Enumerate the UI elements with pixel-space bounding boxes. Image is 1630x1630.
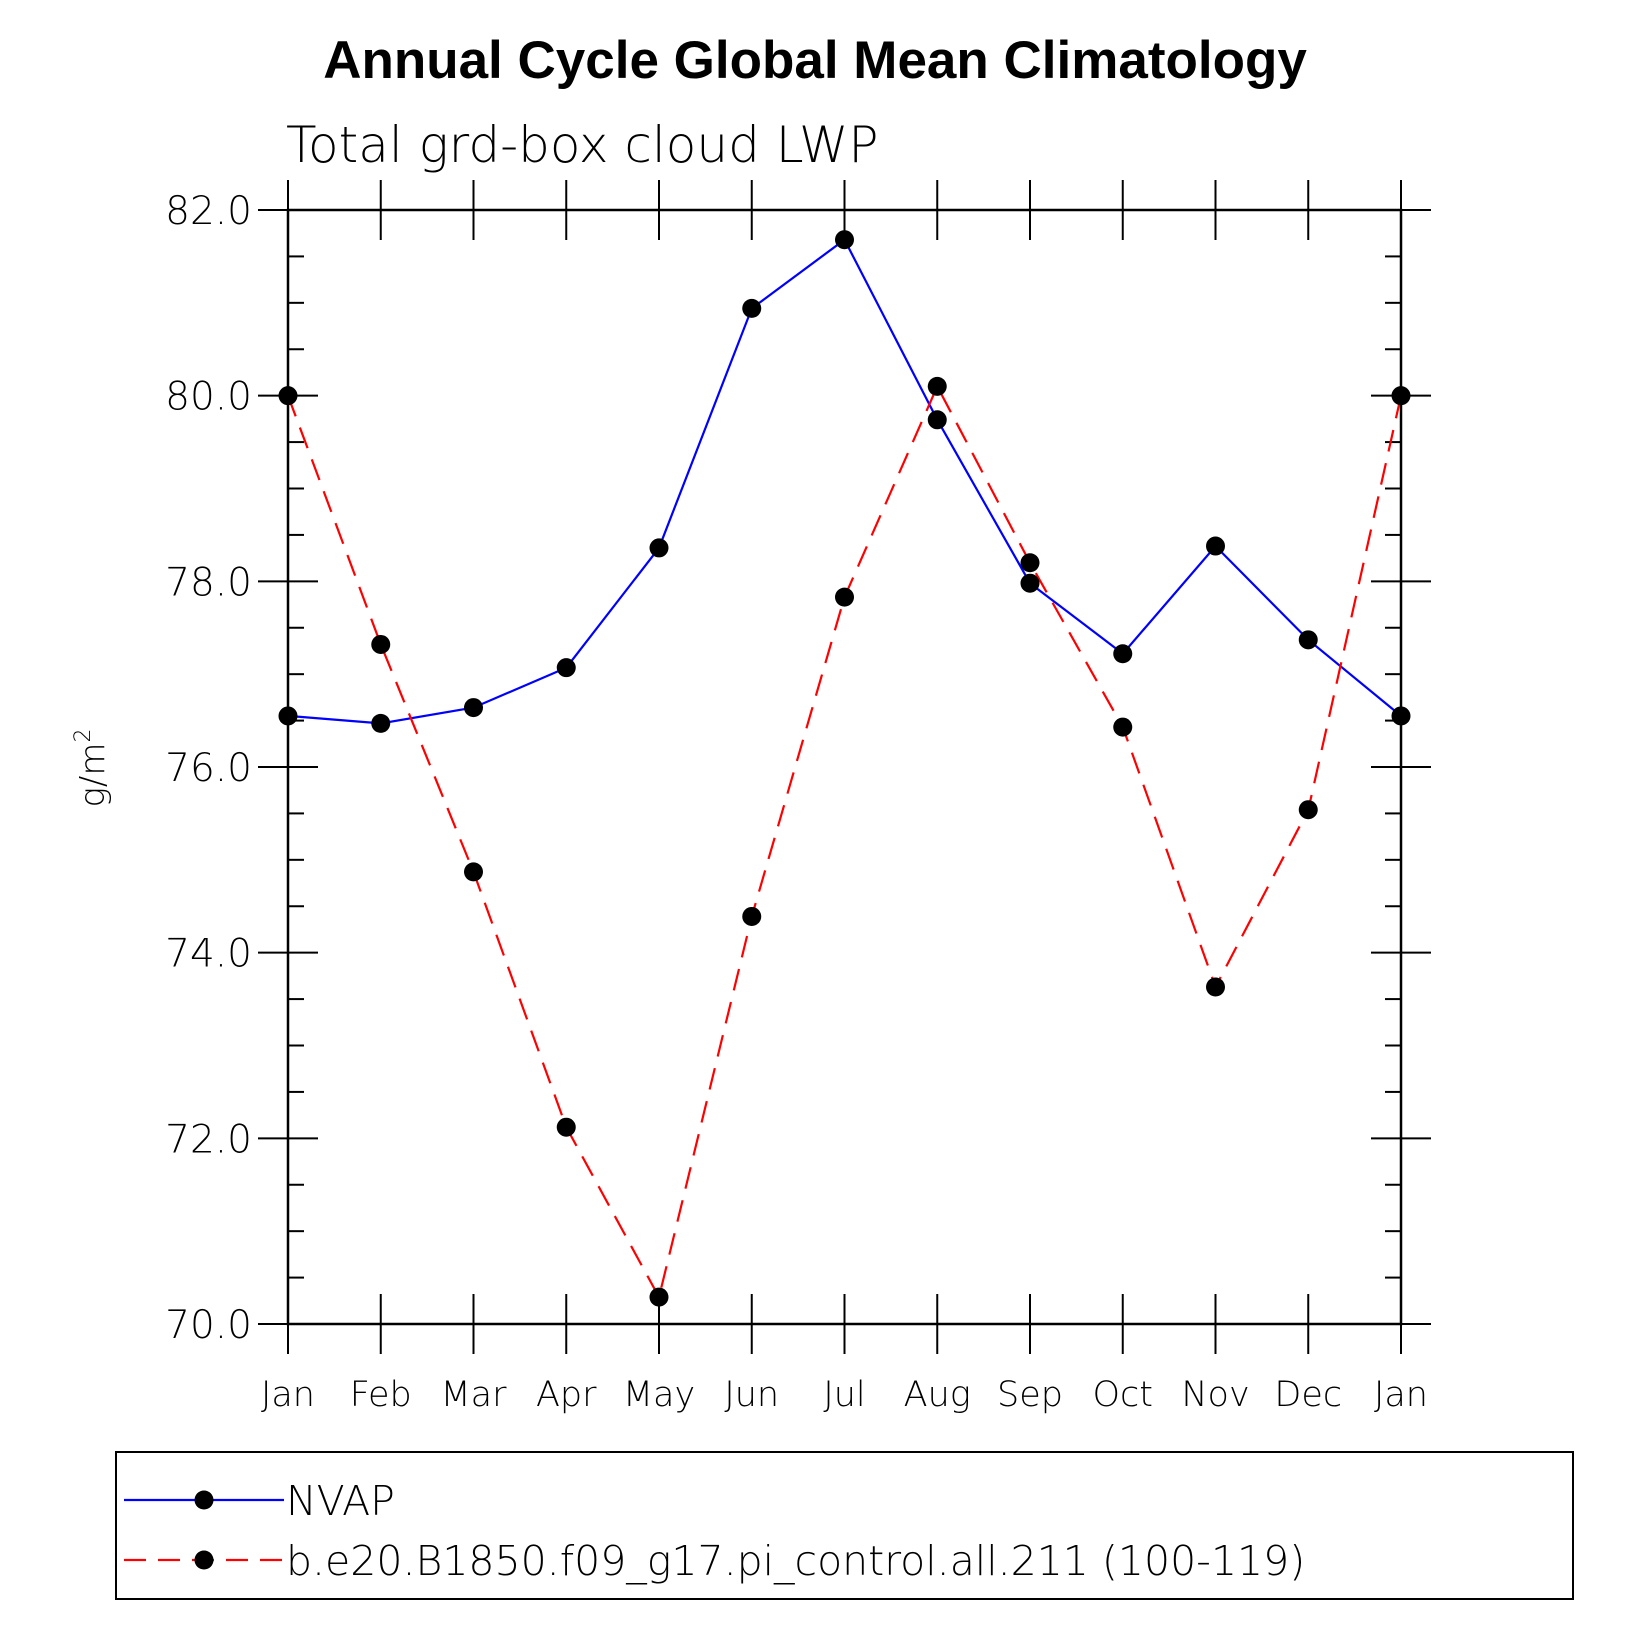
x-tick-label: May [623, 1375, 695, 1415]
series-line-2 [286, 383, 1403, 1301]
series-2-point [742, 906, 762, 926]
y-tick-labels: 70.0 72.0 74.0 76.0 78.0 80.0 82.0 [165, 189, 252, 1348]
legend-label-1: NVAP [286, 1477, 395, 1525]
x-tick-label: Oct [1092, 1375, 1153, 1415]
series-1-point [1206, 536, 1225, 556]
series-2-point [1020, 553, 1040, 573]
series-2-point [371, 634, 391, 654]
y-tick-label: 78.0 [165, 560, 252, 605]
series-2-point [464, 862, 483, 882]
series-1-point [927, 410, 947, 430]
x-tick-label: Jun [724, 1375, 779, 1415]
x-tick-labels: Jan Feb Mar Apr May Jun Jul Aug Sep Oct Nov Dec Jan [261, 1375, 1428, 1415]
y-tick-label: 82.0 [165, 189, 252, 234]
x-tick-label: Jul [823, 1375, 865, 1415]
series-2-point [649, 1287, 669, 1307]
y-tick-label: 72.0 [165, 1117, 252, 1162]
series-1-point [556, 658, 576, 678]
series-layer [278, 230, 1411, 1307]
y-tick-label: 76.0 [165, 746, 252, 791]
series-1-point [1113, 644, 1133, 664]
legend-box [115, 1451, 1574, 1600]
series-1-point [1298, 630, 1318, 650]
y-axis-label: g/m2 [71, 729, 113, 808]
y-tick-label: 70.0 [165, 1303, 252, 1348]
x-tick-label: Aug [904, 1375, 971, 1415]
series-2-point [556, 1117, 576, 1137]
x-tick-label: Nov [1181, 1375, 1249, 1415]
y-axis-label-text: g/m [73, 743, 113, 808]
x-tick-label: Apr [536, 1375, 597, 1415]
x-tick-label: Jan [261, 1375, 315, 1415]
series-line-1 [287, 238, 1402, 725]
series-2-point [1113, 717, 1133, 737]
series-1-point [835, 230, 854, 250]
x-tick-label: Dec [1274, 1375, 1342, 1415]
chart-subtitle: Total grd-box cloud LWP [286, 116, 879, 174]
chart-title: Annual Cycle Global Mean Climatology [323, 31, 1307, 90]
series-1-point [1020, 573, 1040, 593]
series-2-point [1206, 977, 1225, 997]
legend: NVAP b.e20.B1850.f09_g17.pi_control.all.2… [115, 1451, 1574, 1600]
series-1-point [742, 298, 762, 318]
series-1-point [371, 713, 391, 733]
series-2-point [927, 376, 947, 396]
series-1-point [649, 538, 669, 558]
series-2-point [1298, 800, 1318, 820]
x-tick-label: Jan [1374, 1375, 1428, 1415]
y-axis-label-superscript: 2 [71, 729, 96, 743]
legend-label-2: b.e20.B1850.f09_g17.pi_control.all.211 (… [286, 1537, 1305, 1585]
legend-marker-1 [194, 1490, 214, 1510]
x-tick-label: Feb [350, 1375, 412, 1415]
series-1-point [464, 698, 483, 718]
x-tick-label: Mar [440, 1375, 507, 1415]
y-tick-label: 80.0 [165, 375, 252, 420]
plot-frame [286, 208, 1403, 1326]
legend-marker-2 [194, 1550, 214, 1570]
series-2-point [835, 587, 854, 607]
axis-ticks [258, 180, 1431, 1354]
x-tick-label: Sep [997, 1375, 1063, 1415]
y-tick-label: 74.0 [165, 932, 252, 977]
